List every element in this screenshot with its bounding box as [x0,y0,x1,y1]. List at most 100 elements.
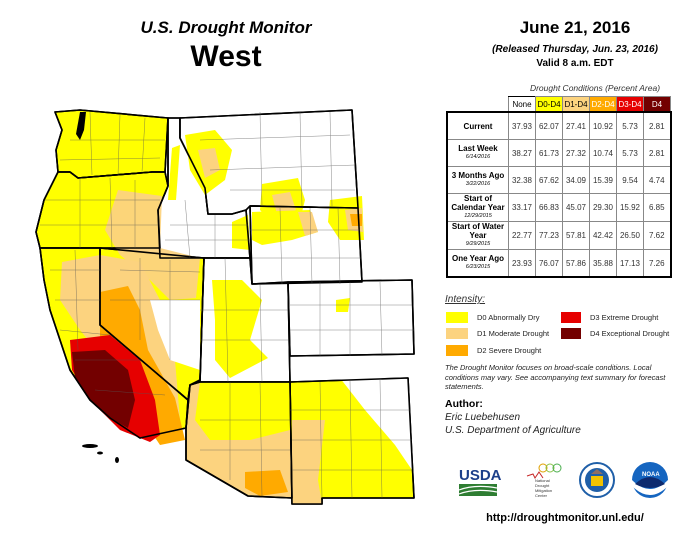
website-url[interactable]: http://droughtmonitor.unl.edu/ [486,512,644,524]
author-org: U.S. Department of Agriculture [445,425,581,436]
disclaimer-note: The Drought Monitor focuses on broad-sca… [445,363,666,391]
county-lines [40,111,414,499]
valid-time: Valid 8 a.m. EDT [536,58,614,69]
cell: 22.77 [508,221,536,250]
cell: 10.92 [589,111,617,140]
drought-map [35,109,415,505]
cell: 42.42 [589,221,617,250]
col-d3-d4: D3-D4 [616,96,644,113]
cell: 37.93 [508,111,536,140]
release-date: (Released Thursday, Jun. 23, 2016) [492,44,658,55]
cell: 15.92 [616,193,644,222]
legend-title: Intensity: [445,294,486,305]
cell: 5.73 [616,139,644,167]
table-row: Start of Water Year 9/29/2015 22.77 77.23… [446,221,672,250]
legend-label: D4 Exceptional Drought [590,329,670,338]
svg-text:Center: Center [535,493,548,498]
col-d2-d4: D2-D4 [589,96,617,113]
legend-item-d2: D2 Severe Drought [446,345,541,356]
col-d4: D4 [643,96,671,113]
svg-text:USDA: USDA [459,467,502,484]
row-label: Current [463,121,493,131]
row-date: 6/23/2015 [465,264,491,270]
legend-label: D2 Severe Drought [477,346,542,355]
author-heading: Author: [445,398,483,410]
cell: 34.09 [562,166,590,194]
cell: 17.13 [616,249,644,278]
cell: 66.83 [535,193,563,222]
row-date: 6/14/2016 [465,154,491,160]
cell: 5.73 [616,111,644,140]
svg-text:National: National [535,478,550,483]
author-name: Eric Luebehusen [445,412,521,423]
legend-item-d1: D1 Moderate Drought [446,328,549,339]
author-info: Eric Luebehusen U.S. Department of Agric… [445,411,581,437]
cell: 26.50 [616,221,644,250]
row-date: 3/22/2016 [465,181,491,187]
svg-text:Drought: Drought [535,483,550,488]
table-title: Drought Conditions (Percent Area) [529,83,661,93]
row-label: Start of Calendar Year [451,194,505,212]
cell: 38.27 [508,139,536,167]
row-label: Start of Water Year [451,222,505,240]
map-title: U.S. Drought Monitor [140,18,312,37]
commerce-seal-icon [579,462,615,498]
cell: 29.30 [589,193,617,222]
agency-logos: USDA National Drought Mitigation Center … [458,462,668,498]
legend-item-d0: D0 Abnormally Dry [446,312,540,323]
cell: 32.38 [508,166,536,194]
row-label: 3 Months Ago [451,171,505,180]
ndmc-logo-icon: National Drought Mitigation Center [526,463,562,498]
cell: 6.85 [643,193,672,222]
col-d0-d4: D0-D4 [535,96,563,113]
noaa-logo-icon: NOAA [632,462,668,498]
state-wa [54,109,169,179]
col-none: None [508,96,536,113]
row-date: 12/29/2015 [464,213,492,219]
cell: 35.88 [589,249,617,278]
svg-text:Mitigation: Mitigation [535,488,552,493]
cell: 2.81 [643,139,672,167]
swatch-d2-icon [446,345,468,356]
map-date: June 21, 2016 [519,18,631,37]
cell: 7.26 [643,249,672,278]
row-label: Last Week [458,144,498,153]
cell: 77.23 [535,221,563,250]
legend-label: D3 Extreme Drought [590,313,659,322]
puget-sound [76,112,86,140]
legend-label: D0 Abnormally Dry [477,313,540,322]
region-title: West [190,40,262,73]
table-row: One Year Ago 6/23/2015 23.93 76.07 57.86 … [446,249,672,278]
swatch-d3-icon [561,312,581,323]
table-row: Current 37.93 62.07 27.41 10.92 5.73 2.8… [446,111,672,140]
cell: 15.39 [589,166,617,194]
row-date: 9/29/2015 [465,241,491,247]
drought-conditions-table: None D0-D4 D1-D4 D2-D4 D3-D4 D4 Current … [446,96,672,278]
legend-label: D1 Moderate Drought [477,329,550,338]
legend-item-d4: D4 Exceptional Drought [561,328,669,339]
swatch-d1-icon [446,328,468,339]
table-row: Last Week 6/14/2016 38.27 61.73 27.32 10.… [446,139,672,167]
state-co [287,279,415,357]
cell: 2.81 [643,111,672,140]
usda-logo-icon: USDA [458,467,502,496]
cell: 27.32 [562,139,590,167]
cell: 57.81 [562,221,590,250]
cell: 45.07 [562,193,590,222]
cell: 33.17 [508,193,536,222]
swatch-d0-icon [446,312,468,323]
legend-item-d3: D3 Extreme Drought [561,312,658,323]
cell: 4.74 [643,166,672,194]
cell: 27.41 [562,111,590,140]
row-label: One Year Ago [451,254,505,263]
drought-overlays [60,130,412,504]
cell: 61.73 [535,139,563,167]
col-d1-d4: D1-D4 [562,96,590,113]
table-row: 3 Months Ago 3/22/2016 32.38 67.62 34.09 … [446,166,672,194]
cell: 9.54 [616,166,644,194]
cell: 7.62 [643,221,672,250]
swatch-d4-icon [561,328,581,339]
cell: 57.86 [562,249,590,278]
table-row: Start of Calendar Year 12/29/2015 33.17 6… [446,193,672,222]
cell: 62.07 [535,111,563,140]
